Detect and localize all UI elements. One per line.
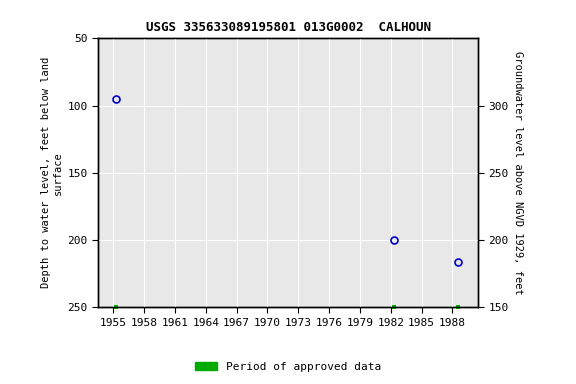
Y-axis label: Depth to water level, feet below land
surface: Depth to water level, feet below land su… bbox=[41, 57, 63, 288]
Title: USGS 335633089195801 013G0002  CALHOUN: USGS 335633089195801 013G0002 CALHOUN bbox=[146, 22, 430, 35]
Legend: Period of approved data: Period of approved data bbox=[191, 358, 385, 377]
Y-axis label: Groundwater level above NGVD 1929, feet: Groundwater level above NGVD 1929, feet bbox=[513, 51, 523, 295]
